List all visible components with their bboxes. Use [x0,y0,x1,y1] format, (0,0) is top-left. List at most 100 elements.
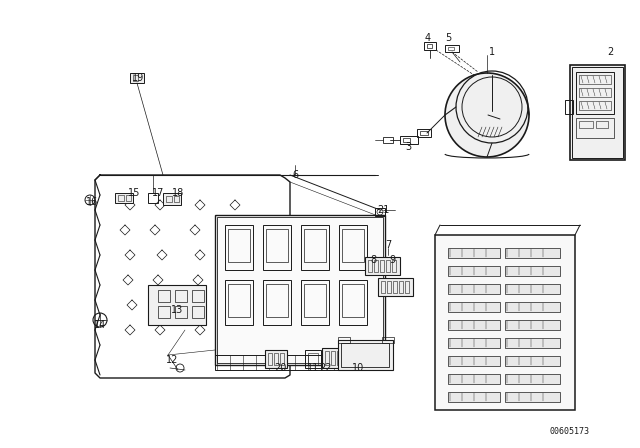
Bar [383,137,393,143]
Text: 1: 1 [489,47,495,57]
Bar [266,229,288,262]
Text: 20: 20 [274,363,286,373]
Bar [505,266,560,276]
Bar [392,260,396,272]
Text: 18: 18 [172,188,184,198]
Bar [579,101,611,110]
Bar [263,280,291,325]
Bar [505,338,560,348]
Bar [225,280,253,325]
Text: 11: 11 [307,363,319,373]
Bar [448,320,500,330]
Bar [448,47,454,50]
Bar [228,229,250,262]
Bar [175,306,187,318]
Bar [130,73,144,83]
Bar [505,320,560,330]
Bar [400,136,418,144]
Bar [420,131,428,135]
Bar [166,196,172,202]
Bar [274,353,278,365]
Bar [375,208,385,216]
Bar [381,281,385,293]
Text: 9: 9 [389,255,395,265]
Bar [268,353,272,365]
Bar [148,193,158,203]
Bar [337,351,341,365]
Bar [215,355,385,370]
Text: 16: 16 [86,197,98,207]
Text: 22: 22 [319,363,332,373]
Text: 3: 3 [405,142,411,152]
Bar [339,225,367,270]
Bar [505,248,560,258]
Bar [266,284,288,317]
Bar [505,284,560,294]
Text: 13: 13 [171,305,183,315]
Bar [304,229,326,262]
Bar [448,266,500,276]
Bar [115,193,133,203]
Text: 6: 6 [292,170,298,180]
Bar [175,290,187,302]
Bar [505,302,560,312]
Bar [225,225,253,270]
Bar [148,285,206,325]
Bar [342,284,364,317]
Bar [304,284,326,317]
Bar [331,351,335,365]
Bar [322,348,344,368]
Bar [368,260,372,272]
Bar [378,278,413,296]
Bar [380,260,384,272]
Text: 8: 8 [370,255,376,265]
Bar [228,284,250,317]
Bar [405,281,409,293]
Bar [505,356,560,366]
Bar [265,350,287,368]
Bar [192,306,204,318]
Bar [448,374,500,384]
Bar [158,290,170,302]
Bar [308,353,318,365]
Bar [192,290,204,302]
Text: 19: 19 [132,73,144,83]
Bar [338,337,350,343]
Text: 10: 10 [352,363,364,373]
Bar [579,121,593,128]
Bar [387,281,391,293]
Bar [215,215,385,365]
Bar [576,118,614,138]
Bar [393,281,397,293]
Bar [505,374,560,384]
Bar [338,340,393,370]
Bar [365,257,400,275]
Text: 14: 14 [94,320,106,330]
Bar [133,75,138,81]
Bar [448,302,500,312]
Bar [325,351,329,365]
Bar [280,353,284,365]
Text: 21: 21 [377,205,389,215]
Bar [427,44,432,48]
Text: 15: 15 [128,188,140,198]
Text: 7: 7 [385,240,391,250]
Text: 2: 2 [607,47,613,57]
Bar [301,280,329,325]
Bar [424,42,436,50]
Bar [403,138,410,142]
Bar [448,356,500,366]
Bar [399,281,403,293]
Bar [217,217,383,363]
Bar [174,196,179,202]
Bar [570,65,625,160]
Bar [565,100,573,114]
Bar [374,260,378,272]
Bar [158,306,170,318]
Bar [448,392,500,402]
Text: 4: 4 [425,33,431,43]
Bar [126,195,131,201]
Bar [505,392,560,402]
Bar [163,193,181,205]
Bar [448,248,500,258]
